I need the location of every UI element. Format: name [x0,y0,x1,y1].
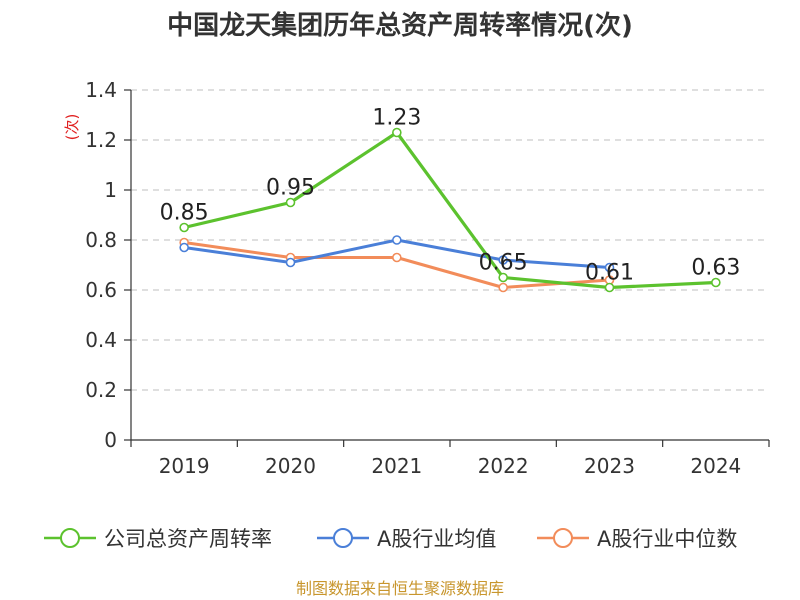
series-group [179,127,721,293]
data-point [604,282,615,293]
data-point [498,272,508,283]
legend-marker [333,528,353,548]
data-label: 0.85 [160,201,209,226]
legend-label: 公司总资产周转率 [104,527,272,551]
data-point [285,257,296,268]
x-tick-label: 2023 [584,454,635,478]
y-tick-label: 0 [104,428,117,452]
legend: 公司总资产周转率 A股行业均值 A股行业中位数 [44,527,737,551]
data-labels: 0.85 0.95 1.23 0.65 0.61 0.63 [160,106,741,286]
source-note: 制图数据来自恒生聚源数据库 [296,579,504,598]
x-tick-label: 2021 [371,454,422,478]
data-label: 0.65 [479,251,528,276]
axes [124,89,770,447]
data-point [498,282,508,293]
data-point [179,222,189,233]
y-axis-unit-label: (次) [63,114,81,141]
x-tick-label: 2024 [690,454,741,478]
y-tick-label: 0.8 [85,228,117,252]
x-tick-label: 2020 [265,454,316,478]
data-label: 1.23 [372,106,421,131]
tick-labels: 0 0.2 0.4 0.6 0.8 1 1.2 1.4 2019 2020 2021 2022 2023… [85,78,741,478]
data-label: 0.63 [691,256,740,281]
data-point [711,277,721,288]
data-point [392,252,402,263]
legend-label: A股行业中位数 [597,527,737,551]
x-tick-label: 2022 [478,454,529,478]
data-point [604,262,615,273]
data-point [285,197,296,208]
y-tick-label: 1.4 [85,78,117,102]
y-tick-label: 1.2 [85,128,117,152]
data-point [392,127,402,138]
y-tick-label: 0.4 [85,328,117,352]
data-label: 0.95 [266,176,315,201]
legend-marker [553,528,573,548]
data-label: 0.61 [585,261,634,286]
chart-title: 中国龙天集团历年总资产周转率情况(次) [167,10,633,41]
series-line [182,130,718,290]
x-tick-label: 2019 [159,454,210,478]
legend-label: A股行业均值 [377,527,496,551]
y-tick-label: 0.2 [85,378,117,402]
data-point [392,235,402,245]
data-point [498,255,508,265]
legend-marker [60,528,80,548]
grid-lines [131,89,769,391]
y-tick-label: 0.6 [85,278,117,302]
y-tick-label: 1 [104,178,117,202]
data-point [179,242,189,253]
